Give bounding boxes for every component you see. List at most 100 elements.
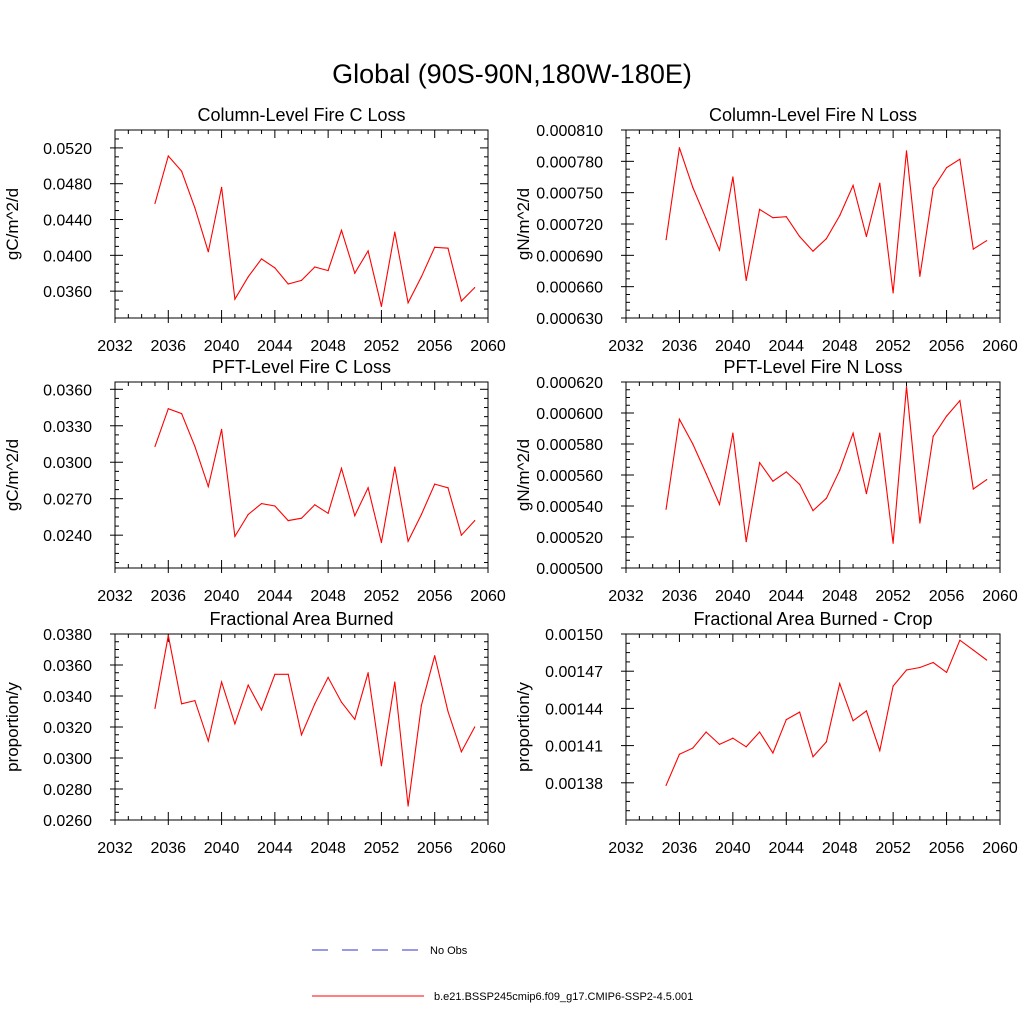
data-point: [825, 741, 827, 743]
y-axis-label: proportion/y: [514, 682, 533, 772]
y-tick-label: 0.000630: [536, 311, 603, 328]
data-point: [932, 187, 934, 190]
data-point: [839, 215, 841, 217]
y-tick-label: 0.000620: [536, 375, 603, 392]
y-tick-label: 0.000660: [536, 280, 603, 297]
x-tick-label: 2048: [822, 338, 858, 355]
series-line: [154, 407, 476, 544]
data-point: [705, 731, 707, 733]
x-tick-label: 2044: [768, 338, 804, 355]
data-point: [314, 703, 316, 705]
data-point: [154, 707, 156, 710]
y-tick-label: 0.00147: [545, 664, 603, 681]
data-point: [274, 505, 276, 507]
y-tick-label: 0.000500: [536, 561, 603, 578]
data-point: [394, 231, 396, 233]
y-tick-label: 0.000720: [536, 217, 603, 234]
main-title: Global (90S-90N,180W-180E): [332, 59, 692, 89]
x-tick-label: 2036: [662, 588, 698, 605]
data-point: [260, 502, 263, 505]
y-tick-label: 0.000580: [536, 437, 603, 454]
data-point: [892, 292, 894, 294]
data-point: [919, 666, 921, 669]
data-point: [932, 435, 934, 437]
y-tick-label: 0.000560: [536, 468, 603, 485]
data-point: [274, 673, 276, 675]
x-tick-label: 2052: [364, 840, 400, 857]
data-point: [407, 805, 409, 807]
data-point: [194, 445, 196, 448]
data-point: [407, 540, 409, 542]
data-point: [692, 443, 694, 445]
data-point: [167, 408, 169, 410]
data-point: [905, 669, 908, 671]
panel-title: PFT-Level Fire N Loss: [723, 357, 902, 377]
x-tick-label: 2032: [608, 338, 644, 355]
data-point: [460, 300, 462, 302]
panel-title: Column-Level Fire N Loss: [709, 105, 917, 125]
data-point: [825, 238, 827, 240]
x-tick-label: 2040: [715, 840, 751, 857]
x-tick-label: 2040: [715, 338, 751, 355]
data-point: [972, 488, 974, 490]
data-point: [718, 503, 721, 506]
y-tick-label: 0.00138: [545, 776, 603, 793]
data-point: [758, 731, 761, 733]
data-point: [407, 302, 409, 304]
data-point: [852, 432, 854, 434]
data-point: [892, 685, 894, 687]
panel-title: Fractional Area Burned - Crop: [693, 609, 932, 629]
data-point: [852, 720, 854, 722]
data-point: [919, 522, 921, 524]
data-point: [247, 684, 249, 686]
data-point: [207, 251, 209, 253]
y-axis-label: gN/m^2/d: [514, 439, 533, 511]
x-tick-label: 2052: [875, 588, 911, 605]
y-tick-label: 0.000780: [536, 154, 603, 171]
x-tick-label: 2048: [822, 840, 858, 857]
y-tick-label: 0.000600: [536, 406, 603, 423]
data-point: [234, 298, 236, 300]
x-tick-label: 2060: [470, 338, 506, 355]
data-point: [167, 155, 169, 157]
x-tick-label: 2060: [982, 840, 1018, 857]
x-tick-label: 2048: [310, 338, 346, 355]
x-tick-label: 2032: [608, 588, 644, 605]
data-point: [434, 483, 436, 485]
x-tick-label: 2056: [417, 338, 453, 355]
x-tick-label: 2048: [310, 840, 346, 857]
data-point: [300, 517, 303, 519]
data-point: [665, 239, 667, 241]
data-point: [380, 305, 383, 307]
panel-title: Fractional Area Burned: [209, 609, 393, 629]
plot-frame: [114, 633, 489, 821]
data-point: [905, 150, 908, 152]
series-line: [665, 147, 987, 293]
y-tick-label: 0.000690: [536, 248, 603, 265]
data-point: [300, 734, 303, 736]
data-point: [434, 246, 436, 248]
data-point: [194, 207, 196, 209]
y-tick-label: 0.0400: [43, 248, 92, 265]
data-point: [247, 513, 249, 516]
data-point: [447, 247, 449, 249]
x-tick-label: 2044: [257, 840, 293, 857]
data-point: [732, 737, 734, 739]
x-tick-label: 2044: [768, 840, 804, 857]
x-tick-label: 2048: [822, 588, 858, 605]
y-tick-label: 0.0260: [43, 813, 92, 830]
data-point: [905, 386, 908, 388]
panel-title: PFT-Level Fire C Loss: [212, 357, 391, 377]
data-point: [380, 765, 383, 767]
data-point: [812, 250, 814, 252]
data-point: [745, 746, 747, 748]
y-axis-label: gC/m^2/d: [3, 439, 22, 511]
data-point: [865, 493, 868, 495]
data-point: [692, 186, 694, 189]
y-tick-label: 0.00141: [545, 739, 603, 756]
data-point: [758, 462, 761, 464]
y-tick-label: 0.0440: [43, 213, 92, 230]
data-point: [799, 483, 801, 485]
data-point: [420, 513, 422, 516]
